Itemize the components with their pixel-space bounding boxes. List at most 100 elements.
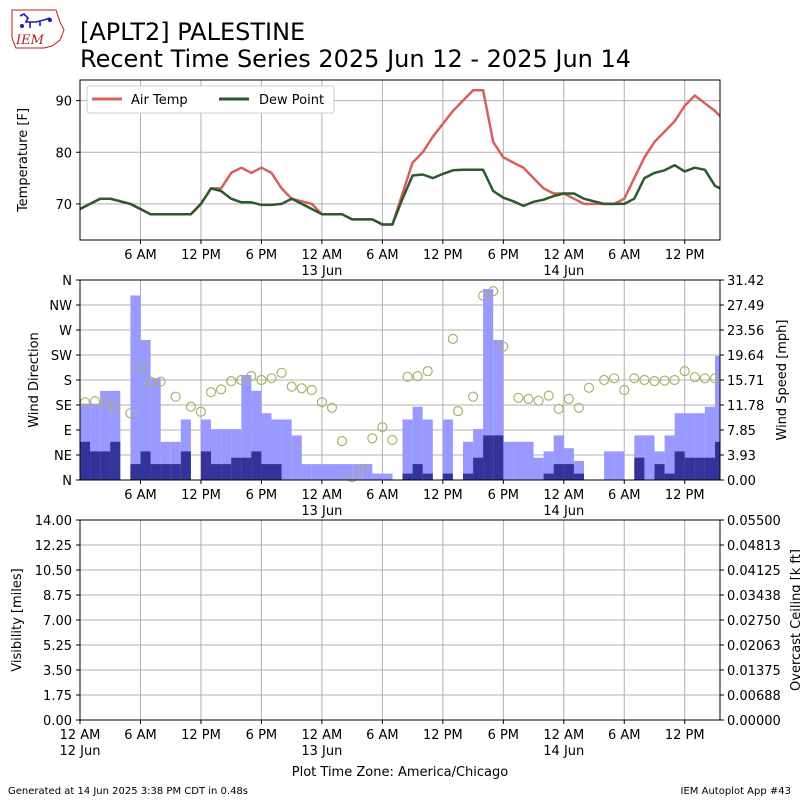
wind-speed-bar — [674, 451, 685, 480]
wind-direction-marker — [553, 403, 564, 414]
wind-gust-bar — [200, 419, 211, 480]
ceiling-tick-label: 0.00688 — [727, 689, 781, 704]
wind-gust-bar — [402, 419, 413, 480]
wind-gust-bar — [533, 457, 544, 480]
speed-tick-label: 19.64 — [727, 349, 764, 364]
speed-tick-label: 15.71 — [727, 374, 764, 389]
ceiling-tick-label: 0.04813 — [727, 539, 781, 554]
direction-tick-label: N — [62, 274, 72, 289]
wind-panel: N NE E SE S SW W NW N 0.00 3.93 7.85 11.78 15.71 19.6… — [27, 274, 790, 519]
wind-gust-bar — [372, 473, 383, 480]
wind-speed-bar — [694, 457, 705, 480]
chart-title-line1: [APLT2] PALESTINE — [80, 18, 305, 46]
direction-tick-label: NW — [49, 299, 72, 314]
wind-direction-marker — [306, 384, 317, 396]
direction-tick-label: SE — [56, 399, 72, 414]
x-axis-label: Plot Time Zone: America/Chicago — [292, 765, 508, 780]
wind-direction-marker — [447, 333, 458, 344]
wind-direction-marker — [412, 371, 423, 382]
wind-gust-bar — [221, 429, 232, 480]
wind-speed-label: Wind Speed [mph] — [775, 320, 790, 441]
wind-direction-marker — [236, 374, 247, 386]
speed-tick-label: 11.78 — [727, 399, 764, 414]
wind-speed-bar — [200, 451, 211, 480]
wind-speed-bar — [684, 457, 695, 480]
visibility-grid — [80, 519, 720, 721]
visibility-y-ticks: 0.00 1.75 3.50 5.25 7.00 8.75 10.50 12.25 14.00 — [35, 514, 80, 729]
wind-direction-marker — [347, 472, 358, 483]
wind-direction-marker — [100, 398, 111, 409]
wind-direction-marker — [377, 422, 388, 433]
wind-direction-marker — [266, 373, 277, 384]
ceiling-tick-label: 0.04125 — [727, 564, 781, 579]
x-tick-label: 6 AM — [366, 488, 399, 503]
wind-direction-marker — [659, 375, 670, 386]
wind-gust-bar — [362, 464, 373, 480]
y-tick-label: 80 — [55, 146, 72, 161]
wind-direction-marker — [523, 393, 534, 404]
wind-speed-bar — [130, 464, 141, 480]
x-tick-label: 6 AM — [608, 488, 641, 503]
wind-gust-bar — [251, 390, 262, 480]
wind-gust-bar — [150, 378, 161, 480]
wind-direction-marker — [583, 382, 595, 393]
wind-gust-bar — [694, 413, 705, 480]
visibility-panel: 0.001.753.505.257.008.7510.5012.2514.00 … — [10, 514, 800, 780]
wind-speed-bar — [251, 451, 262, 480]
direction-tick-label: S — [64, 374, 72, 389]
x-tick-date-label: 13 Jun — [301, 744, 342, 759]
speed-tick-label: 7.85 — [727, 424, 756, 439]
wind-speed-bar — [473, 457, 484, 480]
wind-speed-bar — [402, 473, 413, 480]
x-tick-label: 12 PM — [423, 248, 463, 263]
ceiling-tick-label: 0.03438 — [727, 589, 781, 604]
wind-direction-marker — [649, 376, 660, 387]
wind-speed-bar — [715, 441, 720, 480]
wind-direction-marker — [316, 397, 327, 408]
wind-speed-bar — [563, 464, 574, 480]
visibility-tick-label: 7.00 — [43, 614, 72, 629]
wind-gust-bar — [614, 451, 625, 480]
wind-direction-marker — [468, 391, 479, 402]
wind-direction-marker — [155, 376, 166, 387]
wind-gust-bar — [332, 464, 343, 480]
x-tick-label: 12 AM — [60, 728, 101, 743]
wind-direction-marker — [543, 390, 554, 401]
wind-speed-bar — [110, 441, 121, 480]
x-tick-label: 12 AM — [301, 248, 342, 263]
wind-direction-marker — [639, 374, 650, 386]
x-tick-label: 6 AM — [124, 728, 157, 743]
wind-speed-bar — [442, 473, 453, 480]
visibility-tick-label: 5.25 — [43, 639, 72, 654]
wind-direction-marker — [488, 286, 499, 297]
x-tick-label: 6 AM — [124, 248, 157, 263]
wind-gust-bar — [352, 464, 363, 480]
x-tick-label: 12 PM — [665, 488, 705, 503]
ceiling-tick-label: 0.01375 — [727, 664, 781, 679]
wind-gust-bar — [553, 435, 564, 480]
wind-gust-bar — [241, 375, 252, 480]
x-tick-label: 6 PM — [488, 488, 519, 503]
wind-direction-marker — [336, 436, 348, 447]
wind-speed-bar — [180, 451, 191, 480]
wind-direction-marker — [679, 366, 690, 377]
wind-gust-bar — [291, 435, 302, 480]
wind-gust-bar — [513, 441, 524, 480]
wind-direction-marker — [422, 366, 433, 377]
wind-gust-bar — [684, 413, 695, 480]
visibility-tick-label: 12.25 — [35, 539, 72, 554]
wind-speed-bar — [140, 451, 151, 480]
wind-speed-bar — [100, 451, 111, 480]
ceiling-tick-label: 0.02750 — [727, 614, 781, 629]
wind-direction-marker — [170, 391, 181, 402]
x-tick-label: 6 AM — [366, 248, 399, 263]
wind-speed-bar — [261, 464, 272, 480]
wind-speed-bar — [422, 473, 433, 480]
direction-tick-label: W — [59, 324, 72, 339]
wind-gust-bar — [342, 464, 353, 480]
